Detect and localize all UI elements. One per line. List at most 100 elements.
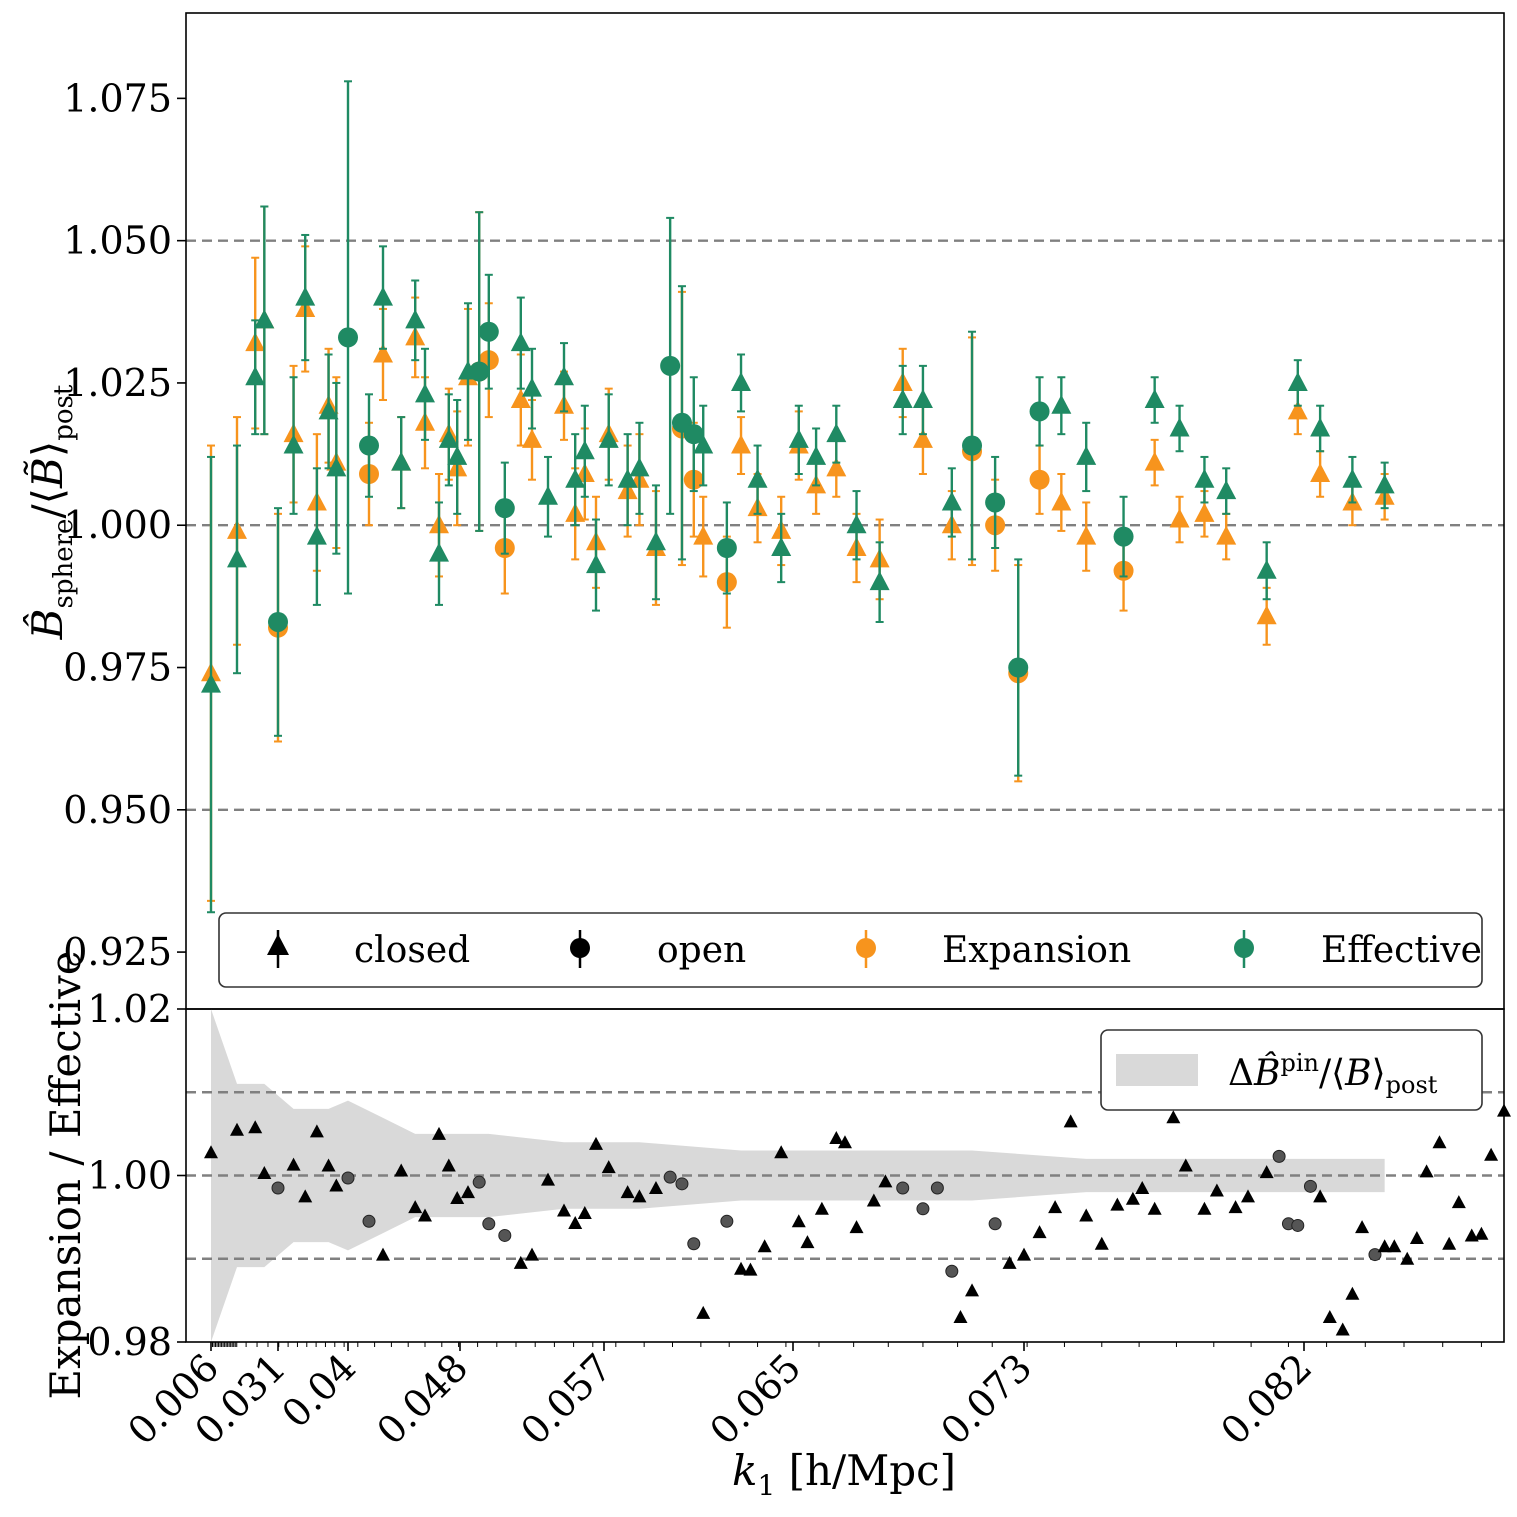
data-point-triangle: [373, 286, 393, 306]
top-reference-lines: [186, 239, 1504, 811]
data-point-triangle: [1287, 400, 1308, 420]
data-point-triangle: [771, 536, 792, 556]
bottom-ylabel: Expansion / Effective: [41, 950, 90, 1399]
bottom-ytick-label: 1.00: [87, 1154, 172, 1198]
ratio-point-triangle: [1442, 1236, 1457, 1250]
data-point-triangle: [598, 428, 619, 448]
ratio-point-triangle: [557, 1203, 571, 1217]
data-point-triangle: [1144, 451, 1165, 471]
data-point-triangle: [629, 457, 650, 477]
bottom-y-ticks: 0.98 1.00 1.02: [87, 987, 186, 1364]
ratio-point-triangle: [837, 1135, 852, 1149]
ratio-point-triangle: [632, 1189, 647, 1203]
ratio-point-triangle: [953, 1310, 968, 1324]
ratio-point-triangle: [1355, 1220, 1370, 1234]
data-point-triangle: [227, 548, 247, 568]
top-ytick-label: 1.075: [63, 76, 172, 120]
data-point-triangle: [510, 389, 531, 409]
ratio-point-triangle: [394, 1163, 409, 1177]
data-point-triangle: [373, 343, 393, 363]
ratio-point-circle: [498, 1228, 512, 1242]
ratio-point-triangle: [1464, 1228, 1479, 1242]
ratio-point-triangle: [757, 1239, 772, 1253]
top-ytick-label: 1.025: [63, 361, 172, 405]
data-point-circle: [1029, 469, 1050, 490]
ratio-point-triangle: [620, 1185, 635, 1199]
data-point-triangle: [522, 377, 542, 397]
ratio-point-triangle: [1419, 1164, 1434, 1178]
top-axes-frame: [185, 12, 1505, 1010]
data-point-triangle: [1076, 525, 1097, 545]
bottom-ytick-label: 1.02: [87, 987, 172, 1031]
ratio-point-circle: [988, 1217, 1002, 1231]
data-point-triangle: [693, 525, 714, 545]
top-ytick-label: 0.925: [63, 930, 172, 974]
ratio-point-circle: [482, 1217, 496, 1231]
bottom-ratio-points: [204, 1103, 1511, 1336]
ratio-point-triangle: [878, 1174, 893, 1188]
x-tick-label: 0.057: [512, 1345, 620, 1453]
series-expansion: [201, 205, 1395, 902]
ratio-point-triangle: [298, 1189, 313, 1203]
top-series-group: [201, 80, 1395, 914]
legend-open-marker: [570, 930, 590, 968]
ratio-point-triangle: [1135, 1180, 1150, 1194]
data-point-triangle: [869, 571, 890, 591]
data-point-triangle: [1169, 417, 1190, 437]
ratio-point-circle: [945, 1264, 959, 1278]
data-point-triangle: [574, 440, 595, 460]
ratio-point-triangle: [1387, 1239, 1402, 1253]
legend-closed-marker: [267, 930, 289, 968]
ratio-point-triangle: [1345, 1286, 1360, 1300]
data-point-triangle: [415, 383, 435, 403]
ratio-point-triangle: [648, 1180, 663, 1194]
data-point-triangle: [941, 491, 962, 511]
ratio-point-triangle: [248, 1120, 263, 1134]
data-point-circle: [962, 435, 983, 456]
data-point-triangle: [245, 366, 266, 386]
ratio-point-triangle: [774, 1145, 789, 1159]
data-point-triangle: [1287, 371, 1308, 391]
ratio-point-triangle: [1400, 1251, 1415, 1265]
data-point-triangle: [1310, 417, 1331, 437]
ratio-point-triangle: [461, 1185, 475, 1199]
ratio-point-triangle: [601, 1160, 616, 1174]
data-point-triangle: [826, 457, 847, 477]
data-point-triangle: [1194, 502, 1215, 522]
data-point-triangle: [326, 457, 347, 477]
ratio-point-triangle: [1048, 1200, 1063, 1214]
ratio-point-triangle: [1432, 1135, 1447, 1149]
data-point-triangle: [438, 428, 459, 448]
ratio-point-triangle: [814, 1201, 829, 1215]
data-point-circle: [478, 321, 499, 342]
ratio-point-circle: [341, 1171, 355, 1185]
data-point-triangle: [693, 434, 714, 454]
data-point-triangle: [892, 389, 913, 409]
ratio-point-triangle: [866, 1193, 881, 1207]
legend-effective-label: Effective: [1321, 930, 1482, 971]
ratio-point-triangle: [525, 1247, 539, 1261]
ratio-point-circle: [1291, 1218, 1305, 1232]
data-point-triangle: [731, 371, 752, 391]
ratio-point-triangle: [568, 1215, 583, 1229]
legend-closed-label: closed: [354, 930, 470, 971]
data-point-triangle: [1256, 559, 1277, 579]
ratio-point-triangle: [1335, 1322, 1350, 1336]
data-point-circle: [660, 355, 681, 376]
data-point-triangle: [510, 332, 531, 352]
ratio-point-circle: [663, 1170, 677, 1184]
data-point-triangle: [586, 554, 606, 574]
ratio-point-triangle: [321, 1158, 336, 1172]
ratio-point-triangle: [849, 1220, 864, 1234]
data-point-triangle: [1310, 463, 1331, 483]
ratio-point-triangle: [1032, 1225, 1047, 1239]
ratio-point-triangle: [230, 1122, 244, 1136]
data-point-circle: [1029, 401, 1050, 422]
legend-expansion-marker: [856, 930, 876, 968]
data-point-triangle: [565, 468, 586, 488]
data-point-triangle: [1051, 491, 1072, 511]
data-point-triangle: [538, 485, 558, 505]
data-point-circle: [683, 424, 704, 445]
data-point-triangle: [254, 309, 275, 329]
legend-effective-marker: [1234, 930, 1254, 968]
